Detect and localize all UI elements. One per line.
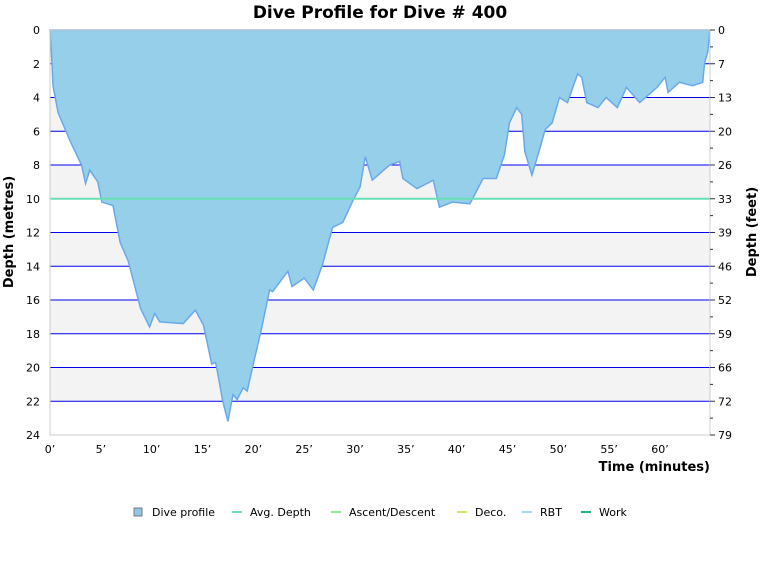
legend-label: Dive profile — [152, 506, 215, 519]
x-tick-label: 45’ — [499, 443, 517, 456]
y-tick-label: 6 — [33, 125, 40, 138]
legend-item: Deco. — [457, 506, 506, 519]
legend-swatch — [133, 507, 143, 517]
legend-label: Ascent/Descent — [349, 506, 436, 519]
y-tick-label: 16 — [26, 294, 40, 307]
legend-label: Work — [599, 506, 627, 519]
y-tick-label: 20 — [26, 362, 40, 375]
x-axis-label: Time (minutes) — [599, 460, 710, 475]
legend-item: RBT — [522, 506, 562, 519]
y-tick-label: 8 — [33, 159, 40, 172]
y2-tick-label: 33 — [718, 193, 732, 206]
x-tick-label: 30’ — [346, 443, 364, 456]
x-tick-label: 35’ — [397, 443, 415, 456]
legend-label: Deco. — [475, 506, 506, 519]
y-tick-label: 10 — [26, 193, 40, 206]
y2-tick-label: 39 — [718, 227, 732, 240]
y2-tick-label: 20 — [718, 125, 732, 138]
x-tick-label: 50’ — [550, 443, 568, 456]
x-tick-label: 55’ — [600, 443, 618, 456]
x-tick-label: 60’ — [651, 443, 669, 456]
y-tick-label: 18 — [26, 328, 40, 341]
y2-tick-label: 46 — [718, 260, 732, 273]
x-tick-label: 25’ — [295, 443, 313, 456]
y2-tick-label: 0 — [718, 24, 725, 37]
x-tick-label: 0’ — [45, 443, 56, 456]
y2-tick-label: 52 — [718, 294, 732, 307]
legend: Dive profile Avg. Depth Ascent/Descent Deco… — [133, 506, 627, 519]
legend-item: Ascent/Descent — [331, 506, 436, 519]
y-tick-label: 24 — [26, 429, 40, 442]
y-tick-label: 4 — [33, 92, 40, 105]
y2-tick-label: 66 — [718, 362, 732, 375]
y2-tick-label: 72 — [718, 395, 732, 408]
y-tick-label: 14 — [26, 260, 40, 273]
legend-item: Avg. Depth — [232, 506, 311, 519]
y2-tick-label: 79 — [718, 429, 732, 442]
y-tick-label: 22 — [26, 395, 40, 408]
y2-tick-label: 59 — [718, 328, 732, 341]
legend-label: Avg. Depth — [250, 506, 311, 519]
y2-tick-label: 26 — [718, 159, 732, 172]
y2-axis-label: Depth (feet) — [745, 187, 760, 277]
x-tick-label: 15’ — [194, 443, 212, 456]
y-axis-label: Depth (metres) — [2, 176, 17, 288]
y-tick-label: 2 — [33, 58, 40, 71]
legend-item: Work — [581, 506, 627, 519]
x-tick-label: 5’ — [96, 443, 107, 456]
legend-label: RBT — [540, 506, 562, 519]
x-tick-label: 10’ — [143, 443, 161, 456]
y2-tick-label: 13 — [718, 92, 732, 105]
legend-item: Dive profile — [133, 506, 215, 519]
grid-band — [50, 367, 710, 402]
y-tick-label: 0 — [33, 24, 40, 37]
y2-tick-label: 7 — [718, 58, 725, 71]
y-axis-right: 0 7 13 20 26 33 39 46 52 59 66 72 79 — [710, 24, 732, 442]
x-tick-label: 40’ — [448, 443, 466, 456]
chart-title: Dive Profile for Dive # 400 — [253, 3, 508, 23]
x-tick-label: 20’ — [245, 443, 263, 456]
x-axis: 0’ 5’ 10’ 15’ 20’ 25’ 30’ 35’ 40’ 45’ 50’ 55’ 60’ — [45, 443, 669, 456]
dive-profile-area — [49, 29, 711, 422]
y-tick-label: 12 — [26, 227, 40, 240]
